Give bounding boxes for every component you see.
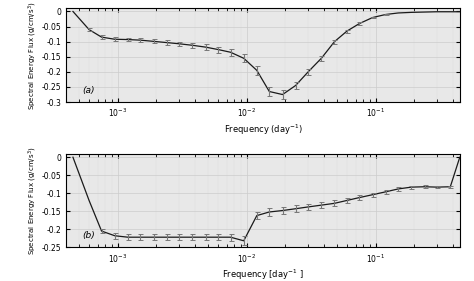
Y-axis label: Spectral Energy Flux (g/cm/s$^3$): Spectral Energy Flux (g/cm/s$^3$) xyxy=(27,146,39,255)
Text: (b): (b) xyxy=(82,231,95,240)
Y-axis label: Spectral Energy Flux (g/cm/s$^3$): Spectral Energy Flux (g/cm/s$^3$) xyxy=(27,1,39,110)
X-axis label: Frequency (day$^{-1}$): Frequency (day$^{-1}$) xyxy=(224,122,302,137)
Text: (a): (a) xyxy=(82,86,95,95)
X-axis label: Frequency [day$^{-1}$ ]: Frequency [day$^{-1}$ ] xyxy=(222,267,304,281)
